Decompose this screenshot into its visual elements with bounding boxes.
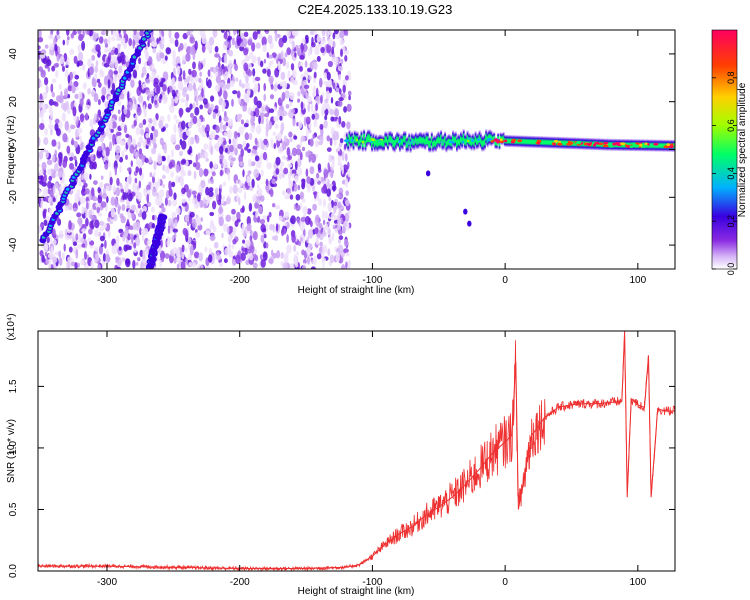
spectrogram-x-tick-label: -300 xyxy=(97,275,117,286)
spectrogram-y-tick-label: 0 xyxy=(8,146,19,152)
dispersive-track-1 xyxy=(39,30,154,244)
spectrogram-y-tick-label: -40 xyxy=(8,237,19,252)
colorbar-tick-label: 0.2 xyxy=(726,215,736,228)
scatter-point xyxy=(467,220,472,227)
spectrogram-y-tick-label: 40 xyxy=(8,48,19,60)
spectrogram-image xyxy=(38,30,675,269)
colorbar-tick-label: 0.8 xyxy=(726,72,736,85)
spectrogram-x-tick-label: -100 xyxy=(362,275,382,286)
snr-x-tick-label: -100 xyxy=(362,577,382,588)
spectrogram-y-tick-label: -20 xyxy=(8,190,19,205)
snr-y-tick-label: 1.5 xyxy=(8,379,19,393)
scatter-point xyxy=(463,208,468,215)
spectrogram-x-tick-label: -200 xyxy=(230,275,250,286)
spectrogram-x-tick-label: 0 xyxy=(502,275,508,286)
snr-x-tick-label: -200 xyxy=(230,577,250,588)
noise-region xyxy=(38,30,352,269)
snr-series-line xyxy=(38,331,675,569)
dispersive-track-2 xyxy=(145,213,168,269)
spectrogram-y-label: Frequency (Hz) xyxy=(6,116,17,185)
spectrogram-y-tick-label: 20 xyxy=(8,96,19,108)
snr-frame xyxy=(37,330,676,572)
tone-line xyxy=(344,129,675,153)
snr-x-tick-label: 0 xyxy=(502,577,508,588)
chart-title: C2E4.2025.133.10.19.G23 xyxy=(297,2,453,17)
colorbar-tick-label: 0.6 xyxy=(726,119,736,132)
snr-x-label: Height of straight line (km) xyxy=(298,586,415,597)
snr-y-tick-label: 0.0 xyxy=(8,564,19,578)
snr-y-label: SNR (10 * v/v) xyxy=(6,419,17,483)
scatter-point xyxy=(425,170,431,177)
colorbar: 0.0 0.2 0.4 0.6 0.8 Normalized spectral ampl… xyxy=(711,29,748,276)
snr-panel: -300 -200 -100 0 100 0.0 0.5 1.0 1.5 Height of s… xyxy=(6,313,676,597)
spectrogram-x-label: Height of straight line (km) xyxy=(298,285,415,296)
colorbar-gradient xyxy=(711,29,738,270)
colorbar-tick-label: 0.0 xyxy=(726,263,736,276)
snr-y-tick-label: 0.5 xyxy=(8,502,19,516)
snr-x-tick-label: -300 xyxy=(97,577,117,588)
snr-background xyxy=(38,331,675,571)
colorbar-label: Normalized spectral amplitude xyxy=(737,82,748,217)
colorbar-tick-label: 0.4 xyxy=(726,167,736,180)
snr-scale-label: (x10⁴) xyxy=(6,313,17,340)
snr-x-tick-label: 100 xyxy=(629,577,646,588)
spectrogram-x-tick-label: 100 xyxy=(629,275,646,286)
snr-y-tick-label: 1.0 xyxy=(8,441,19,455)
